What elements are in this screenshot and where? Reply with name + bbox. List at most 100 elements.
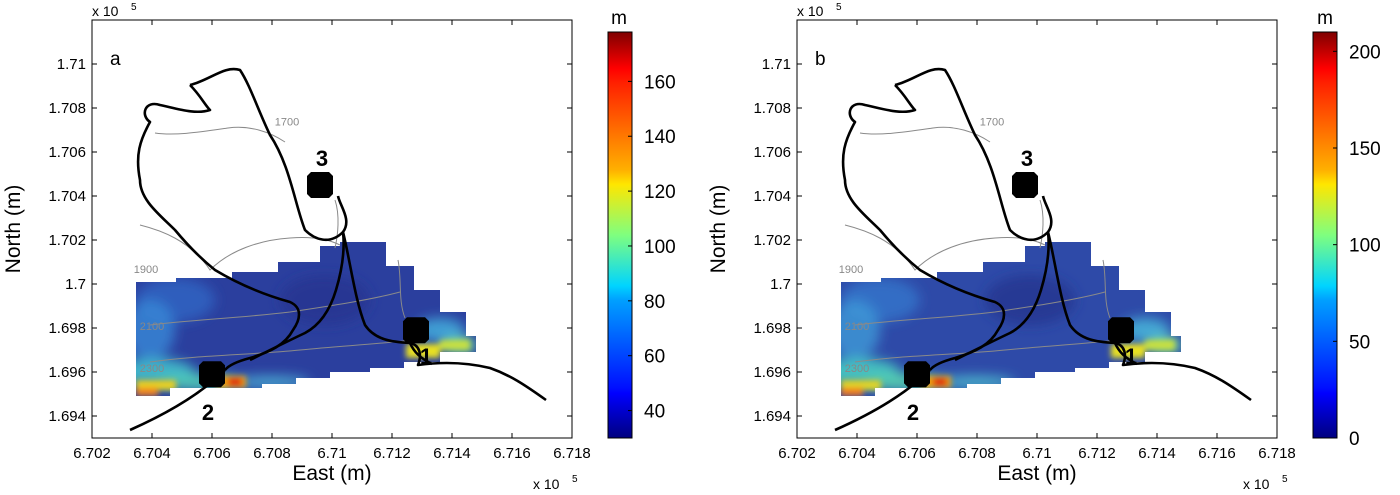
panel-a-colorbar-tick-label: 60 — [644, 347, 665, 368]
panel-a-colorbar-fill — [607, 31, 633, 439]
panel-b-contour-label: 1900 — [839, 264, 863, 276]
panel-a-sites: 1 2 3 — [199, 146, 432, 425]
panel-a-site-marker — [199, 361, 225, 388]
svg-text:x 10: x 10 — [797, 3, 824, 19]
panel-a-contour-label: 1700 — [275, 117, 299, 129]
panel-a-colorbar-tick-label: 80 — [644, 292, 665, 313]
panel-b-site-label: 2 — [907, 400, 919, 425]
panel-b-y-tick-label: 1.702 — [753, 232, 791, 249]
panel-b-y-tick-label: 1.7 — [770, 276, 791, 293]
panel-b-site-1: 1 — [1108, 317, 1137, 369]
panel-b-x-tick-label: 6.706 — [898, 445, 936, 462]
panel-b-y-tick-label: 1.708 — [753, 100, 791, 117]
panel-a-site-3: 3 — [307, 146, 333, 198]
panel-b-colorbar-tick-label: 0 — [1349, 429, 1360, 450]
panel-a-contour-labels: 1700 1900 2100 2300 — [134, 117, 299, 375]
panel-b-contour-labels: 1700 1900 2100 2300 — [839, 117, 1004, 375]
panel-b-x-tick-label: 6.702 — [778, 445, 816, 462]
panel-b-site-marker — [1012, 172, 1038, 198]
panel-a-x-tick-label: 6.708 — [253, 445, 291, 462]
panel-a-y-tick-label: 1.71 — [57, 56, 86, 73]
panel-a-xlabel: East (m) — [292, 462, 371, 485]
panel-a-y-tick-label: 1.704 — [48, 188, 86, 205]
svg-text:x 10: x 10 — [92, 3, 119, 19]
panel-a-contour-label: 2100 — [140, 321, 164, 333]
panel-b-site-3: 3 — [1012, 146, 1038, 198]
panel-a-x-exponent: x 10 5 — [533, 474, 578, 492]
panel-a-colorbar-tick-label: 160 — [644, 72, 676, 93]
panel-b-x-exponent: x 10 5 — [1243, 474, 1288, 492]
panel-a-site-marker — [403, 317, 429, 344]
panel-a-colorbar-tick-label: 100 — [644, 237, 676, 258]
panel-b-contour-label: 2300 — [845, 363, 869, 375]
panel-b-y-tick-label: 1.698 — [753, 320, 791, 337]
panel-b-y-tick-label: 1.706 — [753, 144, 791, 161]
panel-b-x-tick-label: 6.714 — [1138, 445, 1176, 462]
panel-b-outline — [834, 67, 1252, 432]
panel-a-colorbar-tick-label: 120 — [644, 182, 676, 203]
panel-a-label: a — [110, 49, 121, 70]
svg-text:x 10: x 10 — [1243, 476, 1270, 492]
panel-b-x-ticks: 6.702 6.704 6.706 6.708 6.71 6.712 6.714 6.716 6… — [778, 20, 1296, 462]
panel-b-y-exponent: x 10 5 — [797, 2, 842, 19]
panel-a-site-label: 1 — [420, 344, 432, 369]
panel-b-x-tick-label: 6.708 — [958, 445, 996, 462]
panel-b-colorbar-tick-label: 150 — [1349, 139, 1381, 160]
panel-b-contour-label: 1700 — [980, 117, 1004, 129]
panel-b-colorbar-unit: m — [1317, 8, 1333, 29]
panel-a-y-tick-label: 1.698 — [48, 320, 86, 337]
panel-a-ylabel: North (m) — [2, 185, 25, 274]
svg-text:5: 5 — [131, 2, 137, 13]
panel-b-colorbar-fill — [1312, 31, 1338, 439]
panel-a-colorbar-tick-label: 140 — [644, 127, 676, 148]
panel-a-site-1: 1 — [403, 317, 432, 369]
panel-b-site-label: 1 — [1125, 344, 1137, 369]
panel-a-y-exponent: x 10 5 — [92, 2, 137, 19]
panel-b-x-tick-label: 6.71 — [1022, 445, 1051, 462]
panel-a-site-label: 2 — [202, 400, 214, 425]
panel-a-colorbar: m 40 60 80 100 120 140 160 — [607, 8, 676, 439]
panel-b-x-tick-label: 6.712 — [1078, 445, 1116, 462]
panel-a-colorbar-tick-label: 40 — [644, 402, 665, 423]
panel-b-colorbar-tick-label: 50 — [1349, 332, 1370, 353]
panel-b-xlabel: East (m) — [997, 462, 1076, 485]
panel-a-y-ticks: 1.694 1.696 1.698 1.7 1.702 1.704 1.706 1.708 1.… — [48, 56, 572, 425]
panel-b-site-marker — [1108, 317, 1134, 344]
panel-b-site-marker — [904, 361, 930, 388]
panel-a-x-ticks: 6.702 6.704 6.706 6.708 6.71 6.712 6.714 6.716 6… — [73, 20, 591, 462]
panel-b-colorbar-tick-label: 200 — [1349, 42, 1381, 63]
panel-a-y-tick-label: 1.706 — [48, 144, 86, 161]
svg-text:x 10: x 10 — [533, 476, 560, 492]
panel-a-x-tick-label: 6.712 — [373, 445, 411, 462]
panel-a-y-tick-label: 1.708 — [48, 100, 86, 117]
panel-a-x-tick-label: 6.714 — [433, 445, 471, 462]
svg-text:5: 5 — [1282, 474, 1288, 485]
panel-a-colorbar-unit: m — [611, 8, 627, 29]
svg-text:5: 5 — [572, 474, 578, 485]
panel-b-x-tick-label: 6.718 — [1258, 445, 1296, 462]
panel-a-x-tick-label: 6.718 — [553, 445, 591, 462]
panel-a-x-tick-label: 6.702 — [73, 445, 111, 462]
panel-b-y-tick-label: 1.696 — [753, 364, 791, 381]
panel-b-colorbar: m 0 50 100 150 200 — [1312, 8, 1381, 450]
panel-a-y-tick-label: 1.702 — [48, 232, 86, 249]
panel-a-site-label: 3 — [316, 146, 328, 171]
panel-b-site-2: 2 — [904, 361, 930, 425]
panel-b-y-tick-label: 1.71 — [762, 56, 791, 73]
panel-a-contour-label: 1900 — [134, 264, 158, 276]
panel-b-colorbar-ticks: 0 50 100 150 200 — [1333, 42, 1381, 450]
panel-b-x-tick-label: 6.716 — [1198, 445, 1236, 462]
panel-a-x-tick-label: 6.706 — [193, 445, 231, 462]
panel-b-label: b — [815, 49, 826, 70]
panel-a-x-tick-label: 6.71 — [317, 445, 346, 462]
panel-a-y-tick-label: 1.696 — [48, 364, 86, 381]
panel-b-site-label: 3 — [1021, 146, 1033, 171]
panel-a-y-tick-label: 1.7 — [65, 276, 86, 293]
panel-b-sites: 1 2 3 — [904, 146, 1137, 425]
panel-a-site-2: 2 — [199, 361, 225, 425]
panel-a-contour-label: 2300 — [140, 363, 164, 375]
panel-b-ylabel: North (m) — [707, 185, 730, 274]
